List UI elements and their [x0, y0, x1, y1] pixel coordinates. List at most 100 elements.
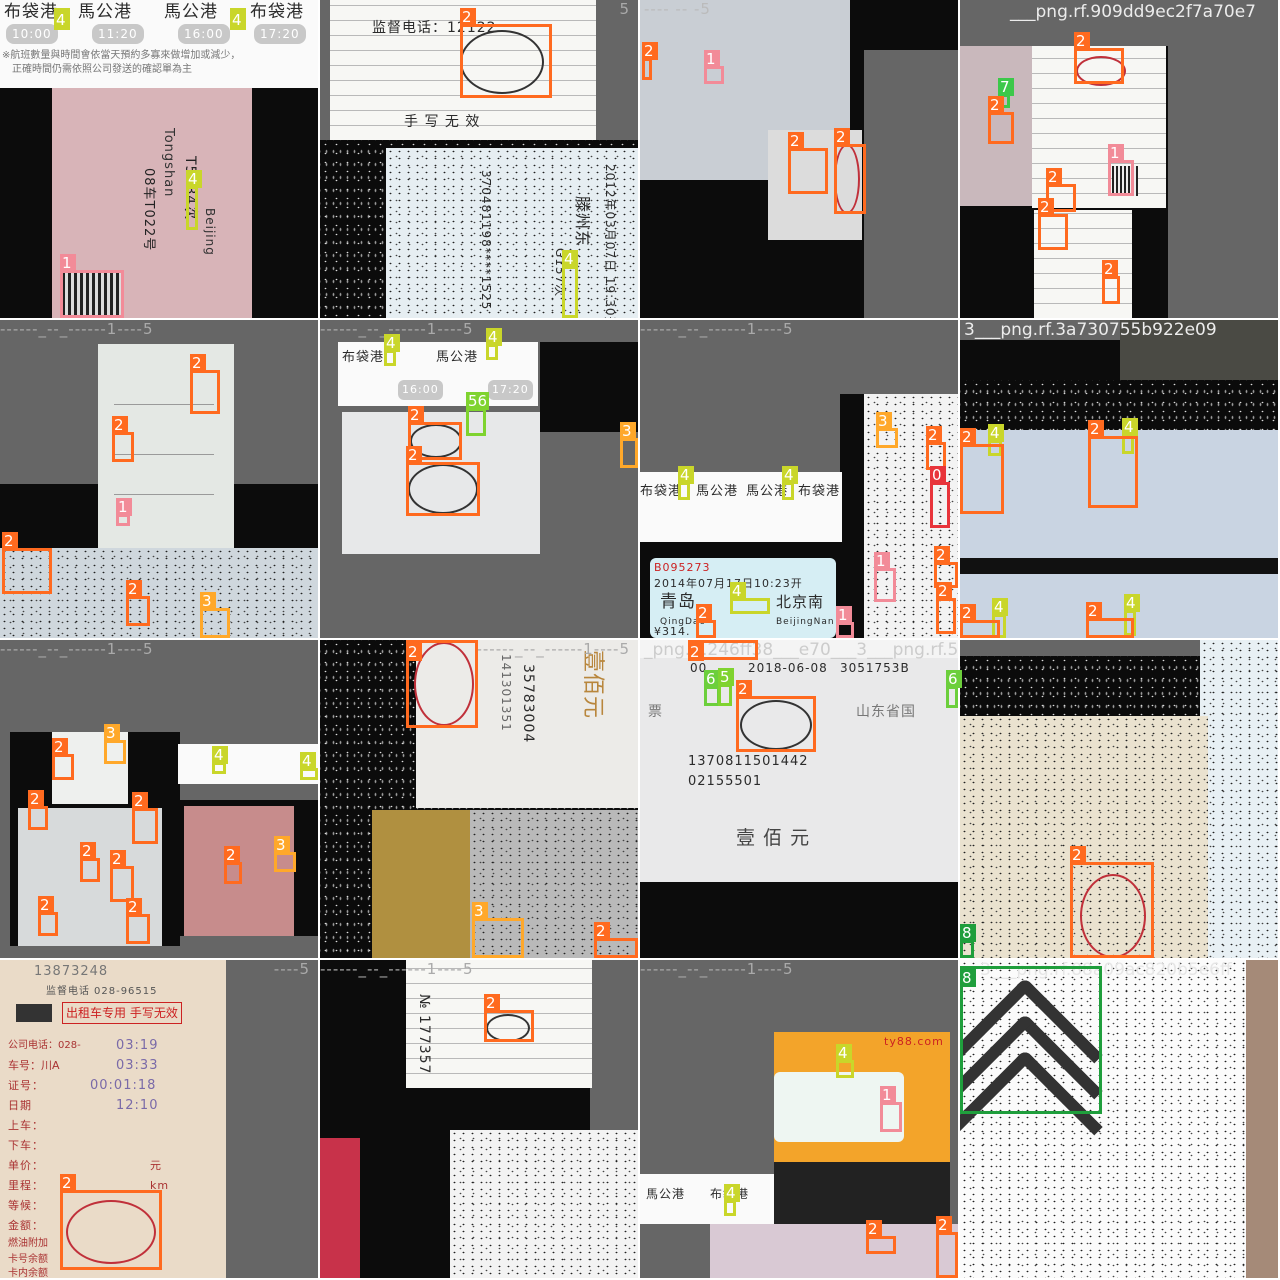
mosaic-tile: 2018-06-08 3051753B 山东省国 票 1370811501442…: [640, 640, 958, 958]
detection-class-label: 4: [724, 1184, 740, 1202]
detection-class-label: 2: [926, 426, 942, 444]
receipt-photo: [960, 716, 1208, 958]
mosaic-dashes: ------_--_------1----5: [640, 320, 794, 338]
detection-class-label: 3: [200, 592, 216, 610]
detection-box: 56: [466, 392, 490, 436]
detection-box: 2: [1070, 846, 1154, 958]
mosaic-dashes: ------_--_------1----5: [640, 960, 794, 978]
train-ticket-photo: 2012年03月07日 19:30开 滕州东 G157次 370481198**…: [386, 148, 638, 318]
receipt-photo: [18, 808, 162, 946]
banner-time: 16:00: [398, 380, 443, 400]
detection-class-label: 56: [466, 392, 490, 410]
receipt-photo: [372, 810, 470, 958]
receipt-text: 日期: [8, 1099, 32, 1112]
detection-class-label: 7: [998, 78, 1014, 96]
detection-box: 3: [472, 902, 524, 958]
detection-class-label: 2: [38, 896, 54, 914]
detection-class-label: 8: [960, 969, 976, 987]
detection-class-label: 4: [782, 466, 798, 484]
mosaic-dashes: ------_--_------1----5: [476, 640, 630, 658]
detection-class-label: 3: [472, 902, 488, 920]
detection-box: 2: [1038, 198, 1068, 250]
detection-box: 2: [736, 680, 816, 752]
detection-class-label: 2: [1088, 420, 1104, 438]
detection-class-label: 4: [54, 11, 70, 29]
detection-class-label: 2: [406, 446, 422, 464]
detection-class-label: 2: [126, 580, 142, 598]
receipt-text: km: [150, 1179, 170, 1192]
detection-box: 2: [28, 790, 48, 830]
detection-box: 4: [486, 328, 502, 360]
photo-watermark: ty88.com: [884, 1035, 944, 1048]
banner-port: 布袋港: [250, 2, 304, 22]
detection-box: 2: [52, 738, 74, 780]
detection-box: 1: [880, 1086, 902, 1132]
mosaic-dashes: ------_--_------1----5: [0, 640, 154, 658]
detection-class-label: 6: [704, 670, 720, 688]
receipt-text: 上车：: [8, 1119, 44, 1132]
detection-class-label: 4: [988, 424, 1004, 442]
receipt-photo: [450, 1130, 638, 1278]
detection-box: 2: [38, 896, 58, 936]
detection-class-label: 2: [406, 643, 422, 661]
banner-notice: 正確時間仍需依照公司發送的確認單為主: [12, 64, 192, 75]
detection-class-label: 5: [718, 668, 734, 686]
ticket-text: 北京南: [776, 593, 825, 611]
detection-box: 3: [620, 422, 638, 468]
banner-time: 17:20: [488, 380, 533, 400]
detection-class-label: 1: [880, 1086, 896, 1104]
detection-box: 4: [782, 466, 798, 500]
detection-box: 2: [110, 850, 134, 902]
detection-box: 3: [200, 592, 230, 638]
receipt-text: 03:19: [116, 1038, 159, 1053]
detection-box: 2: [696, 604, 716, 638]
detection-box: 1: [60, 254, 124, 318]
receipt-text: 13873248: [34, 964, 109, 979]
detection-box: 8: [960, 966, 1102, 1114]
banner-port: 馬公港: [646, 1187, 686, 1201]
detection-box: 1: [874, 552, 896, 602]
banner-port: 馬公港: [164, 2, 218, 22]
receipt-text: 下车：: [8, 1139, 44, 1152]
mosaic-dashes: ------_--_------1----5: [320, 320, 474, 338]
detection-class-label: 1: [836, 606, 852, 624]
detection-box: 4: [300, 752, 318, 780]
detection-class-label: 4: [836, 1044, 852, 1062]
detection-class-label: 2: [132, 792, 148, 810]
detection-class-label: 2: [60, 1174, 76, 1192]
mosaic-tile: 3___png.rf.3a730755b922e09: [960, 320, 1278, 638]
receipt-text: 山东省国: [856, 704, 916, 720]
mosaic-dashes: ----5: [273, 960, 310, 978]
detection-box: 2: [834, 128, 866, 214]
receipt-text: 02155501: [688, 774, 763, 789]
detection-box: 2: [960, 428, 1004, 514]
detection-box: 2: [112, 416, 134, 462]
detection-box: 4: [1124, 594, 1140, 636]
detection-class-label: 4: [1122, 418, 1138, 436]
detection-box: 4: [384, 334, 400, 366]
detection-box: 0: [930, 466, 950, 528]
detection-box: 2: [866, 1220, 896, 1254]
detection-class-label: 2: [788, 132, 804, 150]
detection-box: 2: [80, 842, 100, 882]
receipt-text: 壹 佰 元: [736, 827, 811, 849]
detection-class-label: 2: [688, 643, 704, 661]
detection-box: 1: [836, 606, 854, 638]
detection-box: 4: [212, 746, 228, 774]
receipt-text: 手 写 无 效: [404, 114, 481, 130]
detection-class-label: 1: [1108, 144, 1124, 162]
banner-port: 馬公港: [78, 2, 132, 22]
ticket-text: B095273: [654, 561, 711, 574]
receipt-text: 里程：: [8, 1179, 44, 1192]
detection-class-label: 2: [936, 1216, 952, 1234]
detection-class-label: 3: [274, 836, 290, 854]
detection-class-label: 3: [104, 724, 120, 742]
detection-class-label: 4: [230, 11, 246, 29]
banner-port: 馬公港: [696, 484, 739, 499]
detection-box: 4: [54, 8, 70, 30]
mosaic-tile: № 177357 ------_--_------1----5: [320, 960, 638, 1278]
receipt-text: 燃油附加: [8, 1238, 48, 1249]
detection-box: 2: [132, 792, 158, 844]
detection-class-label: 3: [620, 422, 636, 440]
